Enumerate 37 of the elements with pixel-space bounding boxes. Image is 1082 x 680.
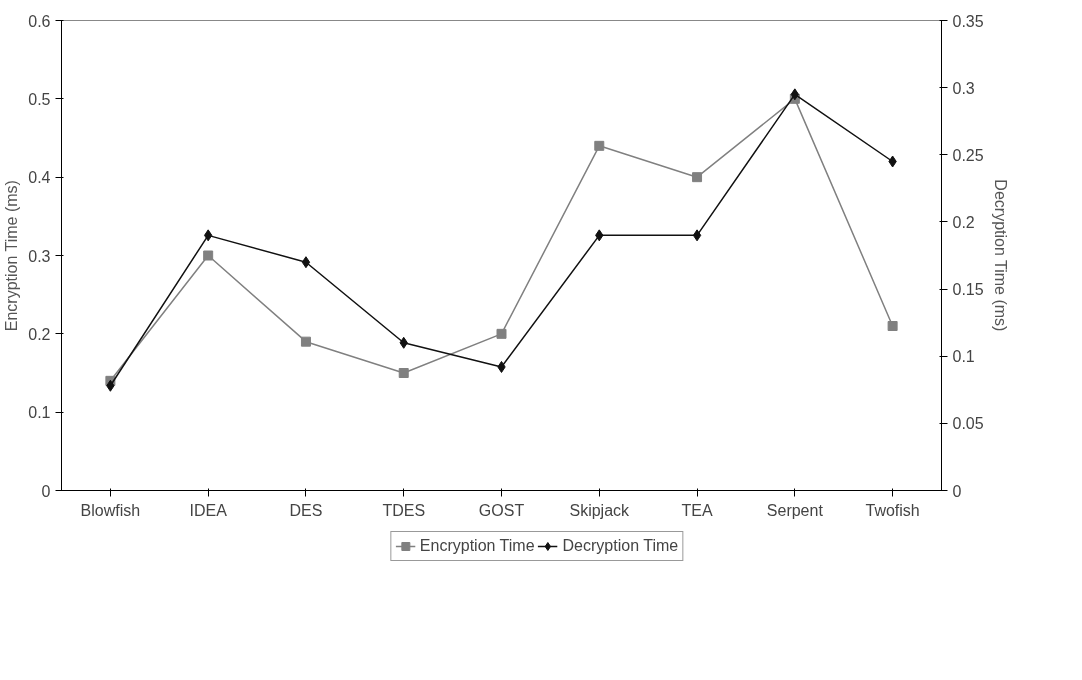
point (203, 250, 214, 261)
y-tick-label: 0.5 (28, 90, 51, 108)
y-tick-label: 0.6 (28, 12, 51, 30)
point (496, 328, 507, 339)
y-tick-label: 0.1 (28, 404, 51, 422)
y-tick-label: 0.3 (28, 247, 51, 265)
y2-tick-label: 0.05 (952, 415, 984, 433)
y-tick-label: 0.2 (28, 325, 51, 343)
point (301, 256, 311, 269)
x-tick-label: TEA (681, 501, 713, 519)
x-tick-label: TDES (382, 501, 426, 519)
y2-tick-label: 0.25 (952, 146, 984, 164)
y-tick-label: 0 (41, 482, 51, 500)
y-tick-label: 0.4 (28, 169, 51, 187)
point (300, 336, 311, 347)
x-tick-label: Skipjack (569, 501, 631, 519)
y2-tick-label: 0.15 (952, 281, 984, 299)
x-tick-label: DES (289, 501, 323, 519)
y2-tick-label: 0.3 (952, 79, 975, 97)
y2-tick-label: 0.1 (952, 348, 975, 366)
x-tick-label: Serpent (766, 501, 824, 519)
point (692, 172, 703, 183)
x-tick-label: GOST (478, 501, 525, 519)
x-tick-label: IDEA (189, 501, 228, 519)
y-axis-title: Encryption Time (ms) (3, 180, 21, 332)
y2-axis-title: Decryption Time (ms) (991, 179, 1009, 332)
point (692, 229, 702, 242)
x-tick-label: Twofish (865, 501, 920, 519)
x-tick-label: Blowfish (80, 501, 141, 519)
legend-label: Encryption Time (419, 537, 535, 555)
point (887, 321, 898, 331)
y2-tick-label: 0.35 (952, 12, 984, 30)
point (398, 368, 409, 378)
y2-tick-label: 0 (952, 482, 962, 500)
legend-label: Decryption Time (562, 537, 679, 555)
point (594, 140, 605, 151)
y2-tick-label: 0.2 (952, 213, 975, 231)
